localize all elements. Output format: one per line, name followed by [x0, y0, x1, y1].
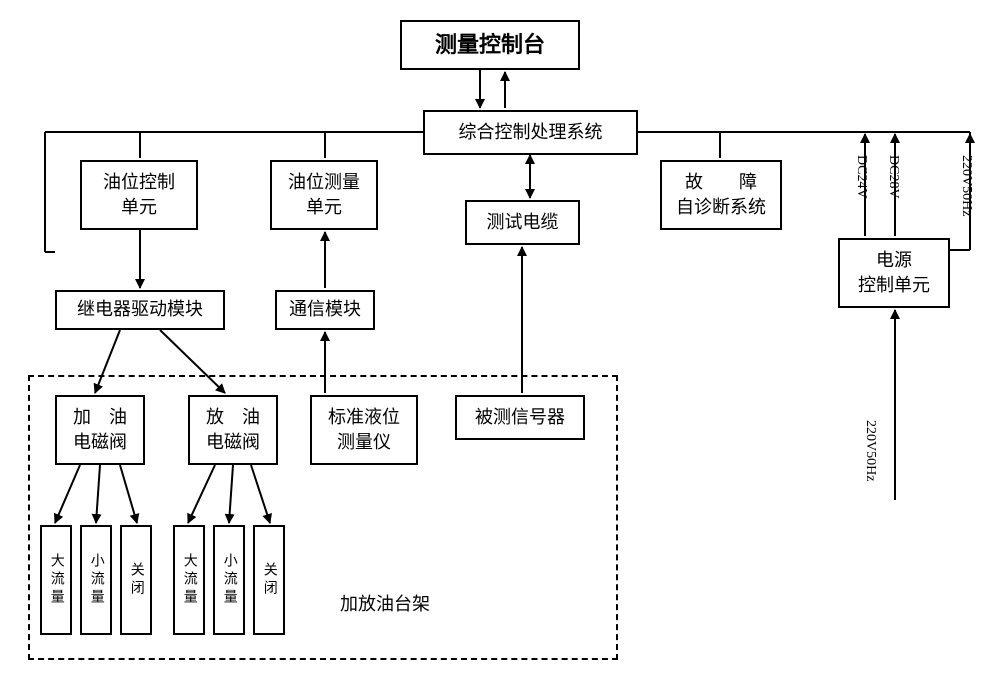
- node-big-flow-2: 大流量: [173, 525, 205, 635]
- close-2-label: 关闭: [259, 562, 279, 598]
- test-cable-label: 测试电缆: [487, 210, 559, 235]
- dc28-label: DC28V: [885, 155, 901, 199]
- small-flow-2-label: 小流量: [219, 553, 239, 607]
- node-oil-ctrl: 油位控制 单元: [80, 160, 198, 230]
- node-drain-valve: 放 油 电磁阀: [188, 395, 278, 465]
- big-flow-2-label: 大流量: [179, 553, 199, 607]
- node-std-meter: 标准液位 测量仪: [310, 395, 418, 465]
- node-fill-valve: 加 油 电磁阀: [55, 395, 145, 465]
- std-meter-label: 标准液位 测量仪: [328, 405, 400, 455]
- node-console: 测量控制台: [400, 20, 580, 70]
- oil-ctrl-label: 油位控制 单元: [103, 170, 175, 220]
- console-label: 测量控制台: [435, 30, 545, 61]
- node-small-flow-2: 小流量: [213, 525, 245, 635]
- ctrl-sys-label: 综合控制处理系统: [459, 120, 603, 145]
- drain-valve-label: 放 油 电磁阀: [206, 405, 260, 455]
- node-test-cable: 测试电缆: [465, 200, 580, 245]
- node-big-flow-1: 大流量: [40, 525, 72, 635]
- relay-label: 继电器驱动模块: [77, 297, 203, 322]
- node-relay: 继电器驱动模块: [55, 290, 225, 330]
- ac-out-text: 220V50Hz: [959, 155, 974, 216]
- dc24-text: DC24V: [854, 155, 869, 199]
- node-power: 电源 控制单元: [838, 238, 950, 308]
- node-comm: 通信模块: [275, 290, 375, 330]
- node-ctrl-sys: 综合控制处理系统: [423, 110, 638, 155]
- node-fault: 故 障 自诊断系统: [660, 160, 782, 230]
- rack-label: 加放油台架: [340, 590, 430, 616]
- comm-label: 通信模块: [289, 297, 361, 322]
- power-label: 电源 控制单元: [858, 248, 930, 298]
- fault-label: 故 障 自诊断系统: [676, 170, 766, 220]
- node-close-1: 关闭: [120, 525, 152, 635]
- oil-meas-label: 油位测量 单元: [288, 170, 360, 220]
- node-small-flow-1: 小流量: [80, 525, 112, 635]
- node-oil-meas: 油位测量 单元: [270, 160, 378, 230]
- ac-out-label: 220V50Hz: [958, 155, 974, 216]
- small-flow-1-label: 小流量: [86, 553, 106, 607]
- fill-valve-label: 加 油 电磁阀: [73, 405, 127, 455]
- node-dut: 被测信号器: [455, 395, 585, 440]
- dc24-label: DC24V: [853, 155, 869, 199]
- big-flow-1-label: 大流量: [46, 553, 66, 607]
- dut-label: 被测信号器: [475, 405, 565, 430]
- ac-in-text: 220V50Hz: [863, 420, 878, 481]
- node-close-2: 关闭: [253, 525, 285, 635]
- ac-in-label: 220V50Hz: [862, 420, 878, 481]
- close-1-label: 关闭: [126, 562, 146, 598]
- dc28-text: DC28V: [886, 155, 901, 199]
- rack-label-text: 加放油台架: [340, 594, 430, 614]
